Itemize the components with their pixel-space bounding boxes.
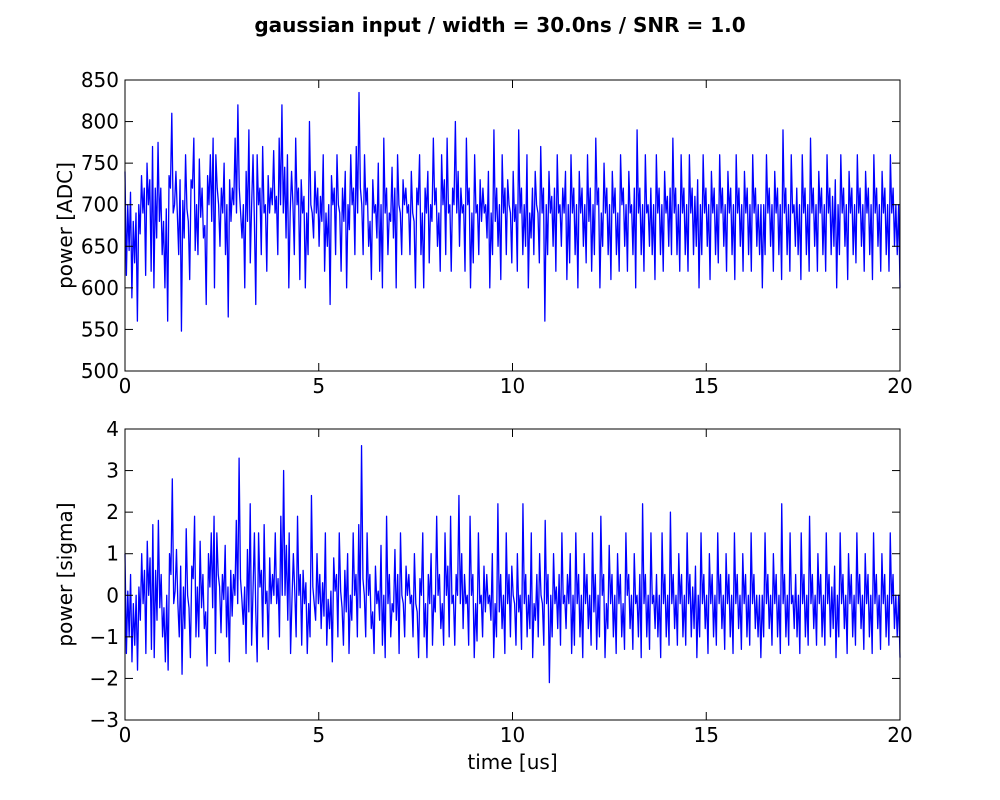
top-ytick-label: 500 <box>81 359 119 383</box>
bottom-xlabel: time [us] <box>467 750 557 774</box>
bottom-ytick-label: 4 <box>106 417 119 441</box>
bottom-ytick-label: 2 <box>106 500 119 524</box>
top-panel: 0 5 10 15 20 500 550 600 650 700 750 800 850 power [A… <box>53 68 913 398</box>
top-xtick-label: 20 <box>887 374 912 398</box>
top-ytick-label: 850 <box>81 68 119 92</box>
bottom-xtick-label: 10 <box>500 723 525 747</box>
top-ytick-label: 600 <box>81 276 119 300</box>
bottom-xtick-label: 20 <box>887 723 912 747</box>
top-ytick-label: 650 <box>81 234 119 258</box>
top-ytick-label: 700 <box>81 193 119 217</box>
top-xtick-label: 0 <box>119 374 132 398</box>
top-series-line-0 <box>124 91 901 332</box>
bottom-ytick-label: −3 <box>90 708 119 732</box>
bottom-xtick-label: 15 <box>694 723 719 747</box>
top-xtick-label: 15 <box>694 374 719 398</box>
bottom-ytick-label: −2 <box>90 666 119 690</box>
top-xtick-label: 10 <box>500 374 525 398</box>
top-ytick-label: 800 <box>81 110 119 134</box>
top-xtick-label: 5 <box>312 374 325 398</box>
bottom-panel: 0 5 10 15 20 −3 −2 −1 0 1 2 3 4 power [sigma] time [us… <box>53 417 913 774</box>
bottom-xtick-label: 5 <box>312 723 325 747</box>
bottom-series-line-0 <box>124 444 901 684</box>
bottom-ytick-label: 0 <box>106 583 119 607</box>
figure-title: gaussian input / width = 30.0ns / SNR = … <box>254 13 745 37</box>
top-ytick-label: 750 <box>81 151 119 175</box>
top-ylabel: power [ADC] <box>53 162 77 289</box>
bottom-ytick-label: 1 <box>106 542 119 566</box>
bottom-xtick-label: 0 <box>119 723 132 747</box>
top-ytick-label: 550 <box>81 317 119 341</box>
bottom-ytick-label: −1 <box>90 625 119 649</box>
bottom-ytick-label: 3 <box>106 459 119 483</box>
bottom-ylabel: power [sigma] <box>53 502 77 646</box>
